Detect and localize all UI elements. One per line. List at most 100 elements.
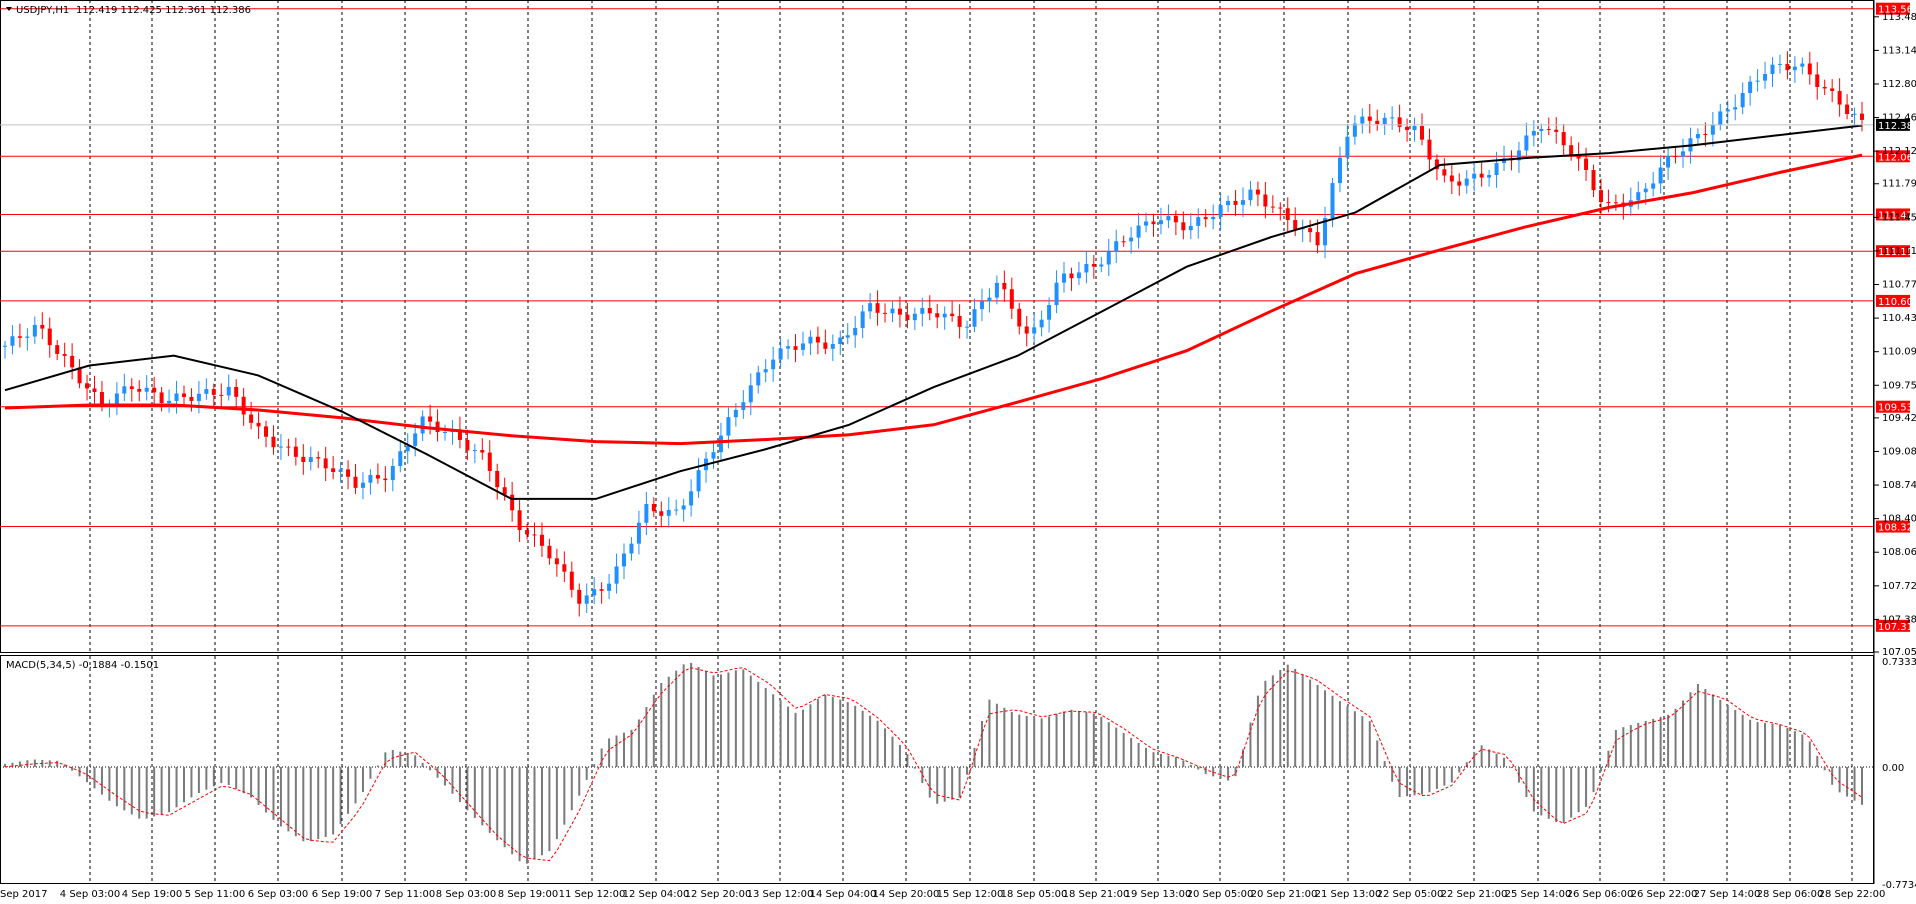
candle-body [443,431,448,433]
horizontal-level-text: 111.479 [1878,210,1916,221]
candle-body [480,449,485,453]
candle-body [1136,225,1141,238]
candle-body [636,522,641,544]
candle-body [211,389,216,395]
candle-body [1710,124,1715,135]
candle-body [726,417,731,436]
candle-body [62,353,67,356]
y-axis-label: 111.110 [1882,246,1916,257]
candle-body [733,409,738,418]
x-axis-label: 13 Sep 12:00 [747,889,814,900]
horizontal-level-badge [1876,150,1910,163]
candle-body [181,393,186,397]
candle-body [1472,173,1477,179]
candle-body [398,451,403,466]
y-axis-label: 111.790 [1882,179,1916,190]
candle-body [137,388,142,392]
candle-body [1554,129,1559,132]
candle-body [592,589,597,596]
candle-body [1546,128,1551,130]
y-axis-label: 110.090 [1882,347,1916,358]
candle-body [905,314,910,321]
candle-body [1397,117,1402,127]
candle-body [1226,200,1231,206]
candle-body [346,469,351,477]
candle-body [1106,251,1111,265]
x-axis-label: 5 Sep 11:00 [185,889,245,900]
candle-body [1144,221,1149,226]
candle-body [1024,326,1029,334]
candle-body [293,446,298,457]
candle-body [1569,145,1574,156]
candle-body [1285,208,1290,221]
candle-body [1852,113,1857,115]
candle-body [204,389,209,394]
x-axis-label: 7 Sep 11:00 [375,889,435,900]
candle-body [1270,206,1275,208]
candle-body [1494,163,1499,175]
candle-body [1352,123,1357,137]
candle-body [1196,217,1201,226]
macd-label: MACD(5,34,5) -0.1884 -0.1501 [6,660,159,671]
candle-body [219,394,224,396]
candle-body [1636,192,1641,201]
candle-body [32,324,37,337]
candle-body [875,303,880,313]
candle-body [323,458,328,469]
x-axis-label: 18 Sep 21:00 [1063,889,1130,900]
main-chart-panel [0,0,1875,884]
x-axis-label: 8 Sep 19:00 [498,889,558,900]
candle-body [890,308,895,314]
y-axis-label: 108.740 [1882,480,1916,491]
y-axis-label: 108.060 [1882,547,1916,558]
candle-body [711,452,716,459]
x-axis-label: 8 Sep 03:00 [436,889,496,900]
candle-body [1822,87,1827,89]
candle-body [1248,189,1253,201]
candle-body [413,433,418,446]
candle-body [301,456,306,462]
current-price-badge [1876,118,1910,131]
candle-body [1598,190,1603,203]
candle-body [1233,200,1238,205]
candle-body [666,509,671,516]
candle-body [1203,217,1208,220]
candle-body [159,392,164,403]
moving-average-red [4,153,1863,446]
candle-body [860,311,865,328]
horizontal-level-badge [1876,520,1910,533]
candle-body [584,595,589,604]
candle-body [1442,169,1447,176]
candle-body [256,422,261,427]
candle-body [786,346,791,349]
candle-body [1643,188,1648,193]
horizontal-level-text: 108.320 [1878,523,1916,534]
candle-body [659,511,664,516]
candle-body [1449,175,1454,182]
candle-body [853,327,858,336]
candle-body [1800,63,1805,67]
candle-body [1315,232,1320,246]
candle-body [1427,139,1432,160]
candle-body [920,308,925,314]
candle-body [353,476,358,488]
candle-body [1076,272,1081,279]
triangle-icon [6,7,12,11]
candle-body [808,336,813,344]
candle-body [741,402,746,410]
candle-body [562,564,567,572]
candle-body [756,372,761,386]
candle-body [1367,116,1372,121]
candle-body [1770,64,1775,75]
candle-body [950,313,955,317]
macd-y-label: 0.7333 [1882,657,1916,668]
candle-body [122,386,127,394]
candle-body [316,457,321,459]
candle-body [1815,74,1820,88]
candle-body [1084,264,1089,273]
candle-body [1419,125,1424,140]
candle-body [92,388,97,392]
candle-body [718,435,723,453]
candle-body [517,510,522,531]
candle-body [1390,117,1395,119]
